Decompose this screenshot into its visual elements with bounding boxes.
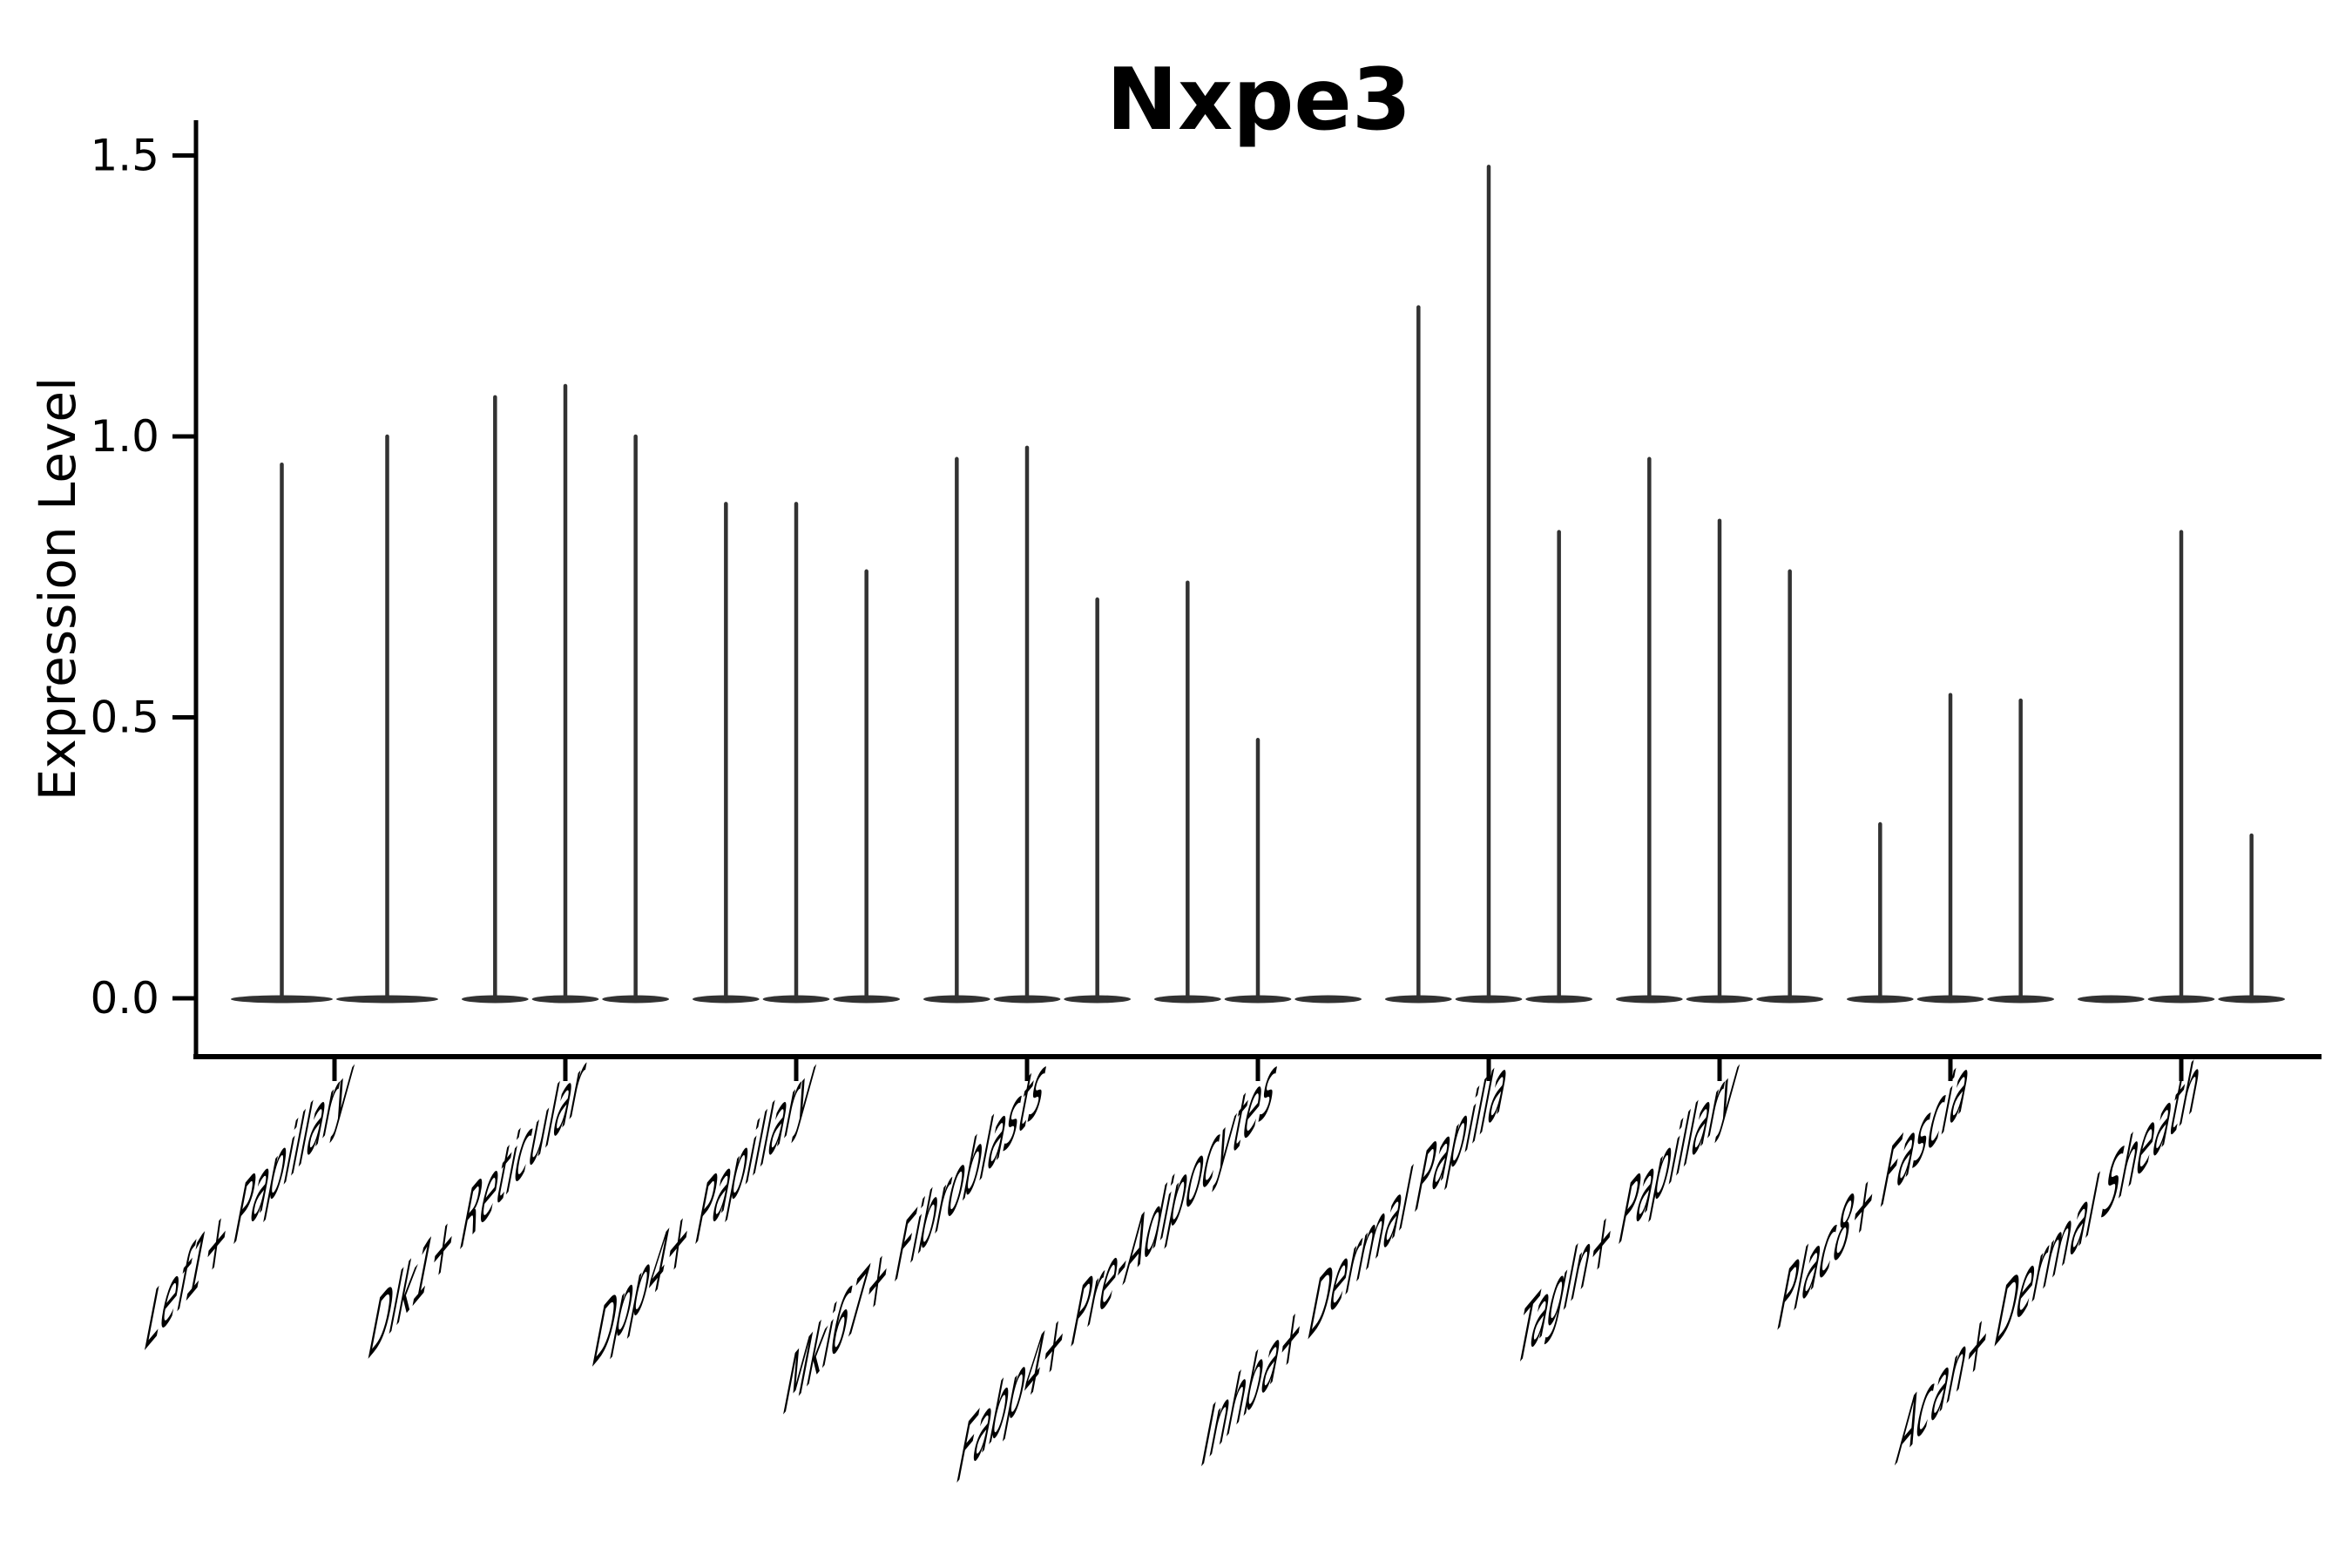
- plot-title: Nxpe3: [1106, 51, 1411, 150]
- violin-base: [1294, 995, 1362, 1004]
- y-tick-label: 0.5: [90, 693, 159, 743]
- y-tick-label: 0.0: [90, 973, 159, 1024]
- x-tick-label: Dpp4+ Papillary: [589, 1036, 821, 1387]
- x-tick-label: Plac8+ Fascia: [1774, 1036, 1974, 1350]
- y-axis-label: Expression Level: [28, 377, 87, 801]
- y-tick-label: 1.0: [90, 411, 159, 462]
- violin-base: [2078, 995, 2145, 1004]
- x-tick-label: Tagln+ Papillary: [1512, 1036, 1744, 1387]
- y-tick-label: 1.5: [90, 131, 159, 181]
- x-tick-label: Dlk1+ Reticular: [365, 1034, 591, 1379]
- x-tick-label: Lef1+ Papillary: [141, 1036, 359, 1370]
